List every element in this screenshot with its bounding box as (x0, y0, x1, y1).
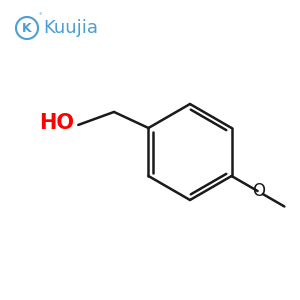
Text: HO: HO (39, 113, 74, 133)
Text: K: K (22, 22, 32, 34)
Text: Kuujia: Kuujia (43, 19, 98, 37)
Text: O: O (252, 182, 265, 200)
Text: °: ° (38, 13, 42, 19)
